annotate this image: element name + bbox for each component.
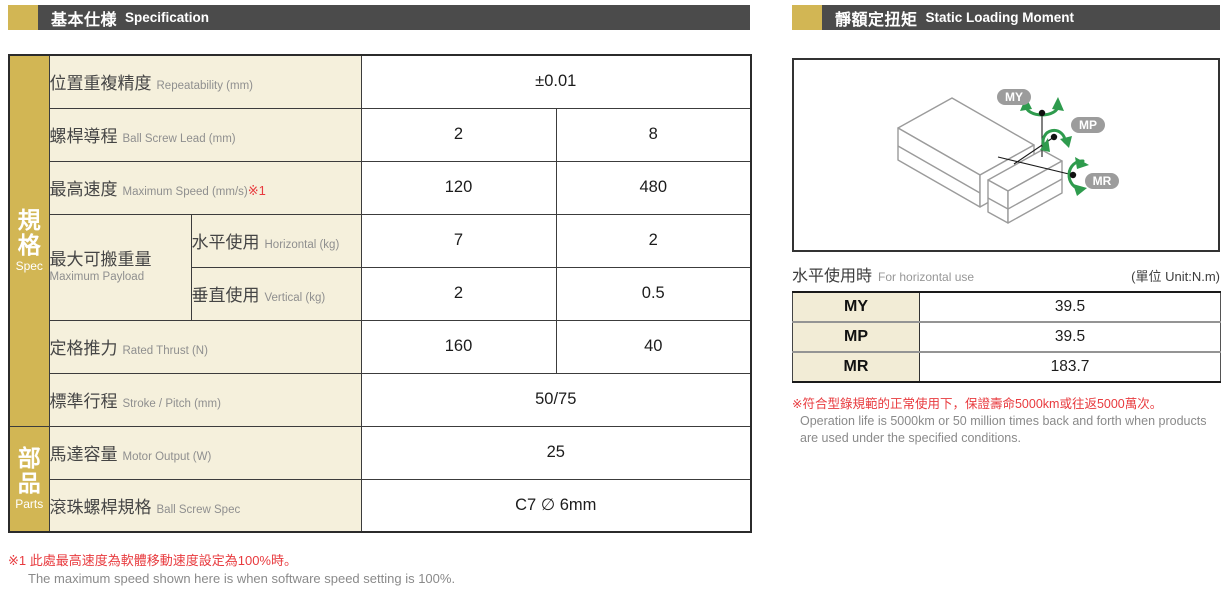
gold-accent-square [792, 5, 822, 30]
row-label-horizontal: 水平使用 Horizontal (kg) [190, 213, 362, 268]
spec-title-zh: 基本仕様 [51, 11, 118, 29]
value-repeatability: ±0.01 [360, 54, 752, 109]
moment-title-zh: 靜額定扭矩 [835, 11, 918, 29]
caption-zh: 水平使用時 [792, 268, 873, 285]
moment-label-mr: MR [792, 351, 920, 382]
badge-mp-label: MP [1079, 118, 1097, 132]
row-label-motor-output: 馬達容量 Motor Output (W) [48, 425, 362, 480]
spec-section-header: 基本仕様 Specification [8, 5, 750, 30]
gold-accent-square [8, 5, 38, 30]
table-row: 定格推力 Rated Thrust (N) 160 40 [9, 319, 752, 374]
side-group-spec-en: Spec [15, 259, 43, 274]
side-group-parts-zh: 部品 [17, 445, 41, 497]
value-vertical-2: 2 [360, 266, 557, 321]
moment-label-my: MY [792, 292, 920, 322]
table-row: MP 39.5 [792, 321, 1221, 352]
footnote-marker: ※1 [247, 183, 266, 198]
moment-label-mp: MP [792, 321, 920, 352]
row-label-max-payload: 最大可搬重量 Maximum Payload [48, 213, 192, 321]
table-row: 部品 Parts 馬達容量 Motor Output (W) 25 [8, 425, 752, 533]
moment-value-my: 39.5 [919, 292, 1221, 322]
moment-table: MY 39.5 MP 39.5 MR 183.7 [792, 291, 1221, 383]
value-thrust-160: 160 [360, 319, 557, 374]
value-horizontal-7: 7 [360, 213, 557, 268]
table-row: MR 183.7 [792, 351, 1221, 382]
actuator-carriage [987, 149, 1063, 224]
value-lead-2: 2 [360, 107, 557, 162]
badge-mr-label: MR [1093, 174, 1112, 188]
spec-footnote: ※1 此處最高速度為軟體移動速度設定為100%時。 The maximum sp… [8, 553, 568, 588]
axis-origin-dots [1038, 109, 1077, 179]
table-row: 最大可搬重量 Maximum Payload 水平使用 Horizontal (kg… [9, 213, 752, 321]
badge-my-label: MY [1005, 90, 1023, 104]
side-group-parts: 部品 Parts [8, 425, 50, 533]
spec-header-bar: 基本仕様 Specification [38, 5, 750, 30]
row-label-repeatability: 位置重複精度 Repeatability (mm) [48, 54, 362, 109]
table-row: MY 39.5 [792, 292, 1221, 322]
table-row: 規格 Spec 位置重複精度 Repeatability (mm) ±0.01 [8, 54, 752, 427]
moment-value-mp: 39.5 [919, 321, 1221, 352]
caption-unit: (單位 Unit:N.m) [1131, 269, 1220, 284]
value-lead-8: 8 [555, 107, 752, 162]
moment-diagram-box: MY MP MR [792, 58, 1220, 252]
moment-caption: 水平使用時 For horizontal use (單位 Unit:N.m) [792, 262, 1220, 286]
table-row: 標準行程 Stroke / Pitch (mm) 50/75 [9, 372, 752, 427]
rotation-arrow-mp-icon [1041, 128, 1067, 148]
value-ball-screw-spec: C7 ∅ 6mm [360, 478, 752, 533]
moment-title-en: Static Loading Moment [925, 10, 1075, 25]
row-label-vertical: 垂直使用 Vertical (kg) [190, 266, 362, 321]
spec-title-en: Specification [125, 10, 210, 25]
moment-header-bar: 靜額定扭矩 Static Loading Moment [822, 5, 1220, 30]
spec-table: 規格 Spec 位置重複精度 Repeatability (mm) ±0.01 螺… [8, 54, 753, 533]
badge-mr [1085, 173, 1119, 189]
badge-my [997, 89, 1031, 105]
caption-en: For horizontal use [878, 270, 975, 284]
value-thrust-40: 40 [555, 319, 752, 374]
table-row: 最高速度 Maximum Speed (mm/s)※1 120 480 [9, 160, 752, 215]
row-label-stroke: 標準行程 Stroke / Pitch (mm) [48, 372, 362, 427]
value-horizontal-2: 2 [555, 213, 752, 268]
moment-footnote: ※符合型錄規範的正常使用下，保證壽命5000km或往返5000萬次。 Opera… [792, 396, 1226, 446]
value-speed-480: 480 [555, 160, 752, 215]
value-speed-120: 120 [360, 160, 557, 215]
value-motor-output: 25 [360, 425, 752, 480]
badge-mp [1071, 117, 1105, 133]
actuator-moment-diagram: MY MP MR [897, 89, 1119, 224]
row-label-max-speed: 最高速度 Maximum Speed (mm/s)※1 [48, 160, 362, 215]
table-row: 垂直使用 Vertical (kg) 2 0.5 [9, 266, 752, 321]
value-vertical-05: 0.5 [555, 266, 752, 321]
moment-footnote-en: Operation life is 5000km or 50 million t… [800, 414, 1207, 445]
table-row: 螺桿導程 Ball Screw Lead (mm) 2 8 [9, 107, 752, 162]
side-group-spec: 規格 Spec [8, 54, 50, 427]
value-stroke: 50/75 [360, 372, 752, 427]
row-label-ball-screw-spec: 滾珠螺桿規格 Ball Screw Spec [48, 478, 362, 533]
moment-section-header: 靜額定扭矩 Static Loading Moment [792, 5, 1220, 30]
spec-footnote-en: The maximum speed shown here is when sof… [28, 570, 456, 586]
row-label-rated-thrust: 定格推力 Rated Thrust (N) [48, 319, 362, 374]
row-label-ball-screw-lead: 螺桿導程 Ball Screw Lead (mm) [48, 107, 362, 162]
moment-footnote-zh: ※符合型錄規範的正常使用下，保證壽命5000km或往返5000萬次。 [792, 397, 1163, 411]
moment-value-mr: 183.7 [919, 351, 1221, 382]
table-row: 滾珠螺桿規格 Ball Screw Spec C7 ∅ 6mm [9, 478, 752, 533]
side-group-spec-zh: 規格 [17, 207, 41, 259]
side-group-parts-en: Parts [15, 497, 44, 512]
spec-footnote-zh: ※1 此處最高速度為軟體移動速度設定為100%時。 [8, 553, 297, 568]
